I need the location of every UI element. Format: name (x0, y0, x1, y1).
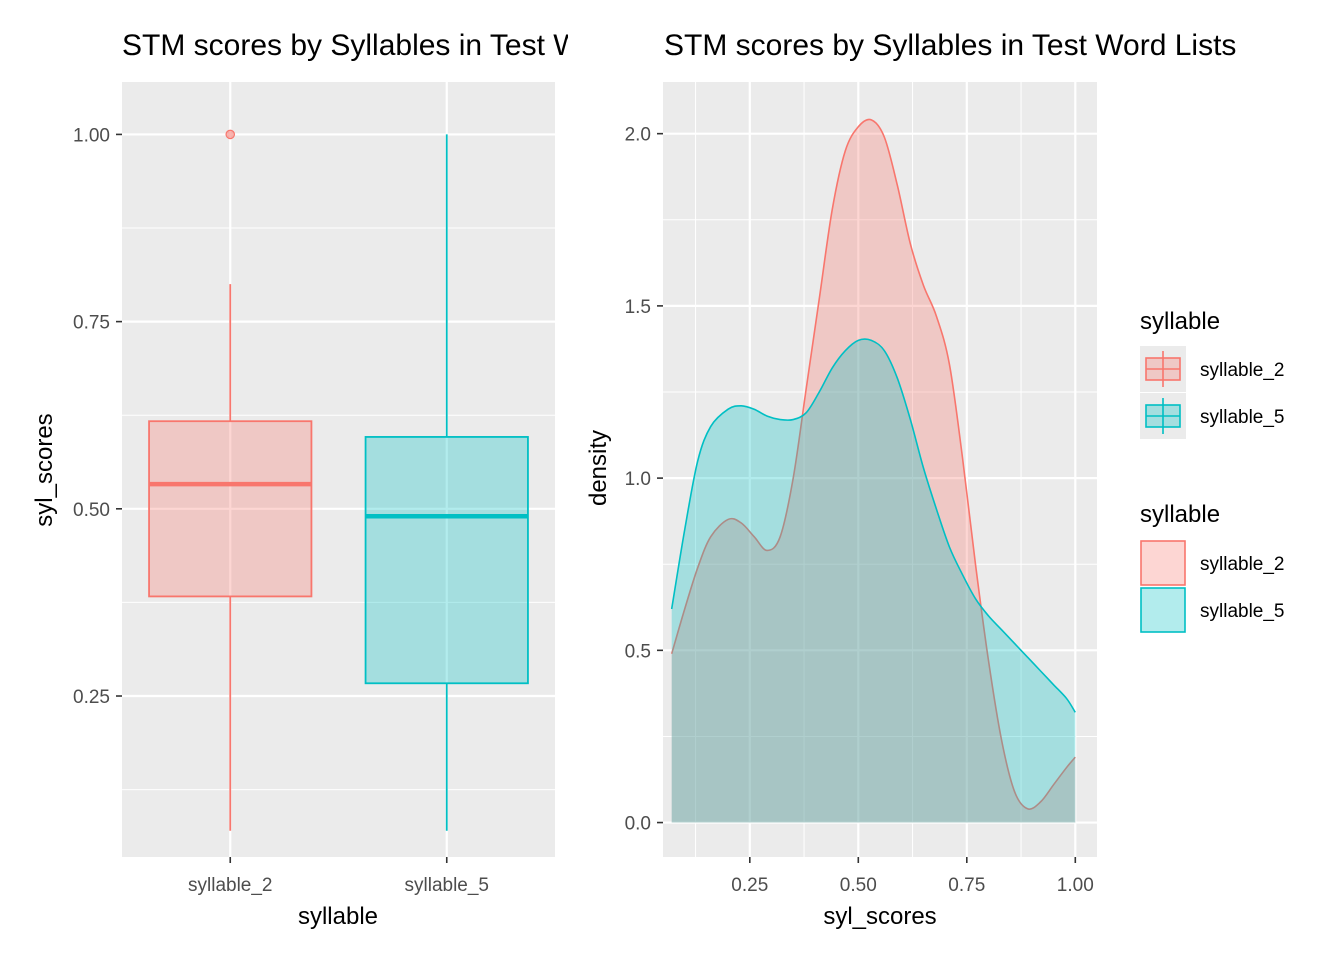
density-x-axis: 0.25 0.50 0.75 1.00 (731, 857, 1094, 896)
density-y-axis: 0.0 0.5 1.0 1.5 2.0 (625, 125, 663, 835)
density-y-axis-title: density (585, 430, 612, 506)
x-tick-label: syllable_2 (188, 875, 273, 896)
density-area (671, 339, 1076, 823)
y-tick-label: 2.0 (625, 125, 651, 146)
density-line (670, 338, 1076, 713)
boxplot-panel-group: STM scores by Syllables in Test Word Lis… (31, 29, 694, 930)
x-tick-label: 0.25 (731, 875, 768, 896)
y-tick-label: 1.5 (625, 297, 651, 318)
y-tick-label: 0.0 (625, 814, 651, 835)
boxplot-x-axis: syllable_2 syllable_5 (188, 857, 489, 896)
y-tick-label: 0.50 (73, 500, 110, 521)
box-iqr (148, 420, 313, 598)
legend-key-fill-syllable_2: syllable_2 (1140, 540, 1285, 586)
legend-key-fill-syllable_5: syllable_5 (1140, 587, 1285, 633)
x-tick-label: 0.50 (840, 875, 877, 896)
density-plot-area (663, 82, 1097, 857)
density-title: STM scores by Syllables in Test Word Lis… (664, 29, 1236, 62)
boxplot-y-axis: 0.25 0.50 0.75 1.00 (73, 125, 122, 708)
box-iqr (364, 436, 529, 685)
boxplot-boxes (148, 129, 529, 831)
density-syllable_5 (670, 338, 1076, 823)
boxplot-title: STM scores by Syllables in Test Word Lis… (122, 29, 694, 62)
y-tick-label: 0.25 (73, 687, 110, 708)
y-tick-label: 0.75 (73, 313, 110, 334)
x-tick-label: syllable_5 (405, 875, 490, 896)
box-syllable_2 (148, 129, 313, 831)
density-line (670, 118, 1076, 810)
density-syllable_2 (670, 118, 1076, 823)
legend-boxes: syllable syllable_2 syllable_5 (1140, 308, 1285, 439)
y-tick-label: 0.5 (625, 641, 651, 662)
legend-label: syllable_5 (1200, 407, 1285, 428)
legend-label: syllable_2 (1200, 554, 1285, 575)
y-tick-label: 1.00 (73, 125, 110, 146)
density-gridlines (663, 82, 1097, 857)
legend-boxes-title: syllable (1140, 308, 1220, 335)
density-areas (670, 118, 1076, 823)
box-syllable_5 (364, 134, 529, 831)
legend-fills: syllable syllable_2 syllable_5 (1140, 501, 1285, 633)
density-panel-group: STM scores by Syllables in Test Word Lis… (585, 29, 1236, 930)
legend-key-swatch (1140, 587, 1186, 633)
outlier-point (225, 129, 236, 140)
legend-fills-title: syllable (1140, 501, 1220, 528)
legend-label: syllable_5 (1200, 601, 1285, 622)
legend-key-box-syllable_5: syllable_5 (1140, 393, 1285, 439)
legend-key-box-syllable_2: syllable_2 (1140, 346, 1285, 392)
boxplot-x-axis-title: syllable (298, 903, 378, 930)
density-area (671, 119, 1076, 823)
legend-label: syllable_2 (1200, 360, 1285, 381)
x-tick-label: 1.00 (1057, 875, 1094, 896)
boxplot-y-axis-title: syl_scores (31, 413, 58, 526)
legend-key-swatch (1140, 540, 1186, 586)
density-x-axis-title: syl_scores (823, 903, 936, 930)
x-tick-label: 0.75 (948, 875, 985, 896)
boxplot-plot-area (122, 82, 555, 857)
y-tick-label: 1.0 (625, 469, 651, 490)
